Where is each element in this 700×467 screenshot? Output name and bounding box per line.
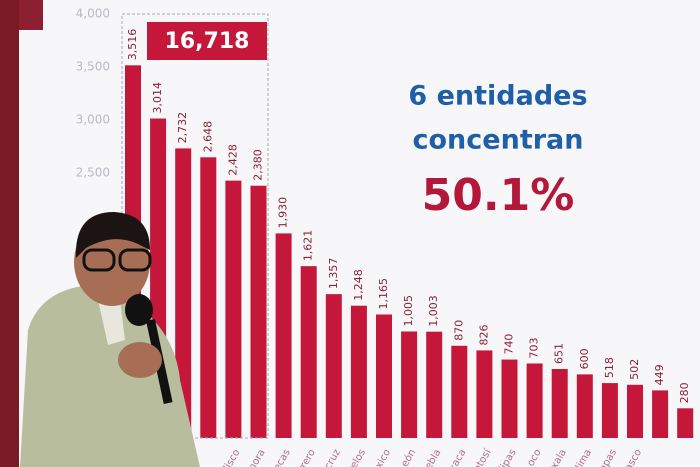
bar [376, 314, 392, 438]
bar [652, 390, 669, 438]
bar [601, 383, 618, 438]
bar [225, 180, 242, 438]
value-label: 2,428 [226, 144, 239, 176]
total-box [147, 22, 267, 60]
bar [300, 266, 317, 438]
total-label: 16,718 [165, 29, 250, 54]
hand [118, 342, 162, 378]
value-label: 280 [678, 382, 691, 403]
value-label: 1,248 [352, 269, 365, 301]
value-label: 870 [452, 320, 465, 341]
side-panel [0, 0, 19, 467]
microphone [125, 294, 153, 326]
bar [426, 331, 443, 438]
value-label: 3,516 [126, 29, 139, 61]
bar [275, 233, 292, 438]
y-tick-label: 3,000 [76, 113, 110, 127]
annotation: 50.1% [422, 170, 575, 221]
y-tick-label: 3,500 [76, 60, 110, 74]
value-label: 740 [503, 334, 516, 355]
value-label: 2,648 [201, 121, 214, 153]
bar [350, 305, 367, 438]
value-label: 518 [603, 357, 616, 378]
y-tick-label: 2,500 [76, 166, 110, 180]
hair [75, 212, 150, 258]
value-label: 1,003 [427, 295, 440, 327]
value-label: 826 [477, 324, 490, 345]
glasses [118, 248, 152, 272]
bar [401, 331, 418, 438]
annotation: concentran [413, 125, 584, 156]
value-label: 651 [553, 343, 566, 364]
bar [325, 294, 342, 438]
y-tick-label: 4,000 [76, 7, 110, 21]
bar [526, 363, 543, 438]
bar [551, 368, 568, 438]
bar [200, 157, 217, 438]
bar [677, 408, 694, 438]
value-label: 703 [528, 337, 541, 358]
corner-block [19, 0, 43, 30]
annotation: 6 entidades [408, 81, 587, 112]
bar [501, 359, 518, 438]
value-label: 1,165 [377, 278, 390, 310]
value-label: 1,930 [277, 197, 290, 229]
value-label: 502 [628, 359, 641, 380]
value-label: 600 [578, 348, 591, 369]
speaker [20, 212, 200, 467]
glasses [82, 248, 116, 272]
value-label: 1,005 [402, 295, 415, 327]
bar [175, 148, 192, 438]
bar [576, 374, 593, 438]
collar [98, 300, 125, 345]
bar [476, 350, 493, 438]
value-label: 1,357 [327, 258, 340, 290]
value-label: 3,014 [151, 82, 164, 114]
bar [451, 345, 468, 438]
value-label: 2,380 [252, 149, 265, 181]
value-label: 449 [653, 364, 666, 385]
bar [627, 384, 643, 438]
bar [250, 185, 267, 438]
value-label: 1,621 [302, 230, 315, 262]
value-label: 2,732 [176, 112, 189, 144]
